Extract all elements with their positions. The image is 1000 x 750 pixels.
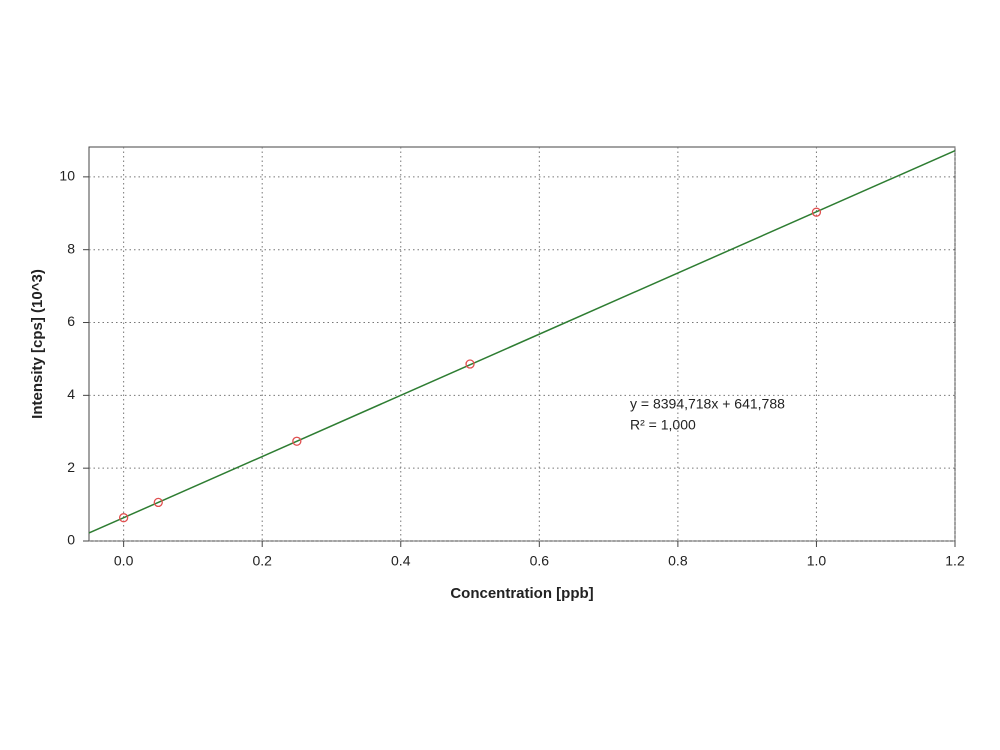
- y-tick-label: 4: [67, 386, 75, 402]
- data-point: [118, 513, 129, 523]
- y-tick-label: 6: [67, 313, 75, 329]
- annotation: R² = 1,000: [630, 417, 696, 433]
- data-point: [465, 359, 475, 369]
- data-point: [811, 207, 822, 217]
- x-tick-label: 0.8: [668, 553, 688, 569]
- x-tick-label: 1.2: [945, 553, 965, 569]
- x-tick-label: 0.4: [391, 553, 411, 569]
- x-tick-label: 0.6: [530, 553, 550, 569]
- y-tick-label: 0: [67, 532, 75, 548]
- x-axis-title: Concentration [ppb]: [450, 585, 593, 602]
- data-point: [153, 497, 163, 508]
- y-tick-label: 10: [59, 168, 75, 184]
- y-tick-label: 8: [67, 240, 75, 256]
- x-tick-label: 1.0: [807, 553, 827, 569]
- y-tick-label: 2: [67, 459, 75, 475]
- data-point: [292, 436, 302, 446]
- fit-line: [88, 149, 956, 534]
- plot-frame: [88, 146, 956, 542]
- x-tick-label: 0.0: [114, 553, 134, 569]
- y-axis-title: Intensity [cps] (10^3): [29, 269, 46, 419]
- x-tick-label: 0.2: [252, 553, 272, 569]
- annotation: y = 8394,718x + 641,788: [630, 396, 785, 412]
